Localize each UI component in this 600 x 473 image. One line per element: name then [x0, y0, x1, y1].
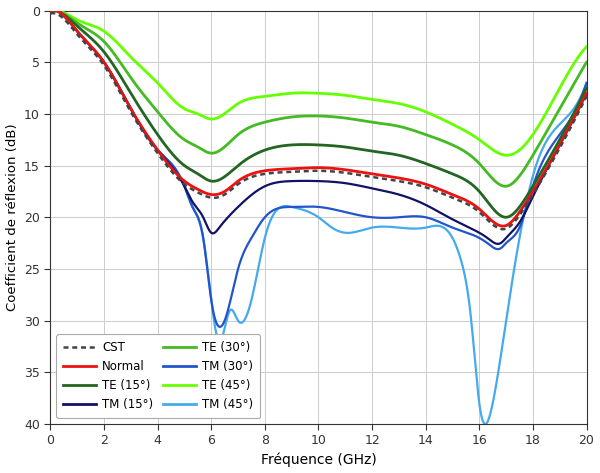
Legend: CST, Normal, TE (15°), TM (15°), TE (30°), TM (30°), TE (45°), TM (45°): CST, Normal, TE (15°), TM (15°), TE (30°…	[56, 334, 260, 418]
X-axis label: Fréquence (GHz): Fréquence (GHz)	[260, 453, 376, 467]
Y-axis label: Coefficient de réflexion (dB): Coefficient de réflexion (dB)	[5, 123, 19, 311]
